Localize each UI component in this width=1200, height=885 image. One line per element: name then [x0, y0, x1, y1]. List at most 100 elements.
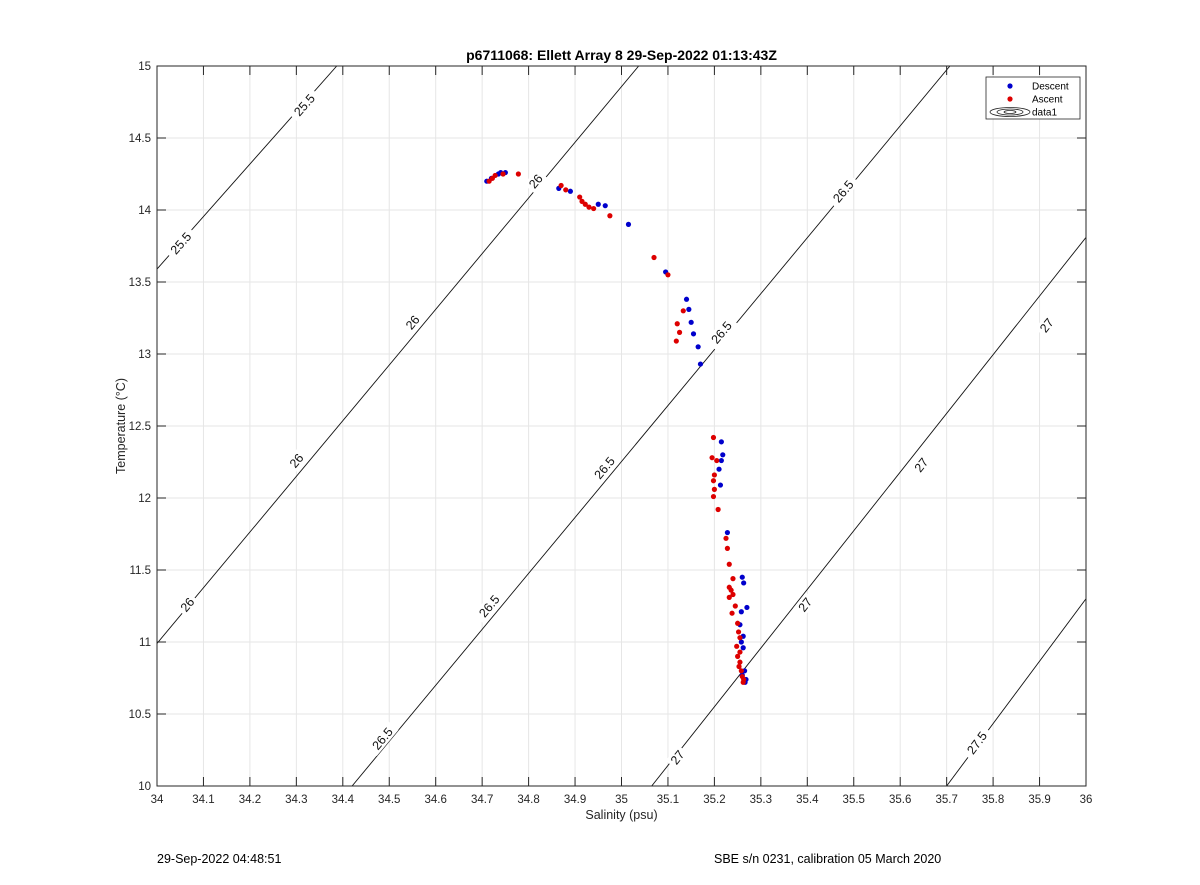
- footer-timestamp: 29-Sep-2022 04:48:51: [157, 852, 282, 866]
- contour-label-bg: [284, 448, 309, 473]
- x-tick-label: 35.4: [796, 794, 819, 806]
- contour-label-bg: [400, 310, 425, 335]
- contour-label: 26: [523, 169, 548, 194]
- legend-label-ascent: Ascent: [1032, 95, 1063, 106]
- data-point-descent: [720, 452, 726, 458]
- data-point-ascent: [607, 213, 613, 219]
- data-point-ascent: [728, 587, 734, 593]
- data-point-ascent: [711, 486, 718, 492]
- legend-label-descent: Descent: [1032, 82, 1069, 93]
- contour-label: 27: [793, 592, 817, 617]
- footer-calibration: SBE s/n 0231, calibration 05 March 2020: [714, 852, 942, 866]
- contour-label-text: 27: [668, 748, 688, 768]
- data-point-descent: [717, 482, 724, 488]
- contour-label: 26: [284, 448, 309, 473]
- data-point-ascent: [651, 254, 657, 261]
- data-point-ascent: [735, 620, 741, 626]
- data-point-descent: [741, 580, 747, 586]
- data-point-descent: [716, 466, 722, 472]
- data-point-ascent: [736, 663, 742, 670]
- data-point-ascent: [515, 171, 521, 177]
- legend-label-data1: data1: [1032, 108, 1057, 119]
- data-point-ascent: [492, 172, 498, 179]
- contour-label-text: 27: [1037, 316, 1057, 336]
- contour-label-bg: [175, 592, 199, 617]
- contour-label-text: 27: [912, 455, 932, 475]
- contour-label: 27: [665, 745, 689, 770]
- data-point-ascent: [710, 434, 717, 441]
- y-tick-label: 15: [138, 61, 151, 73]
- data-point-ascent: [558, 182, 564, 189]
- y-tick-label: 11: [139, 637, 151, 649]
- contour-label-bg: [705, 314, 738, 350]
- x-tick-label: 35: [615, 794, 628, 806]
- data-point-descent: [724, 529, 731, 536]
- y-tick-label: 14.5: [129, 133, 151, 145]
- data-point-ascent: [737, 649, 743, 655]
- data-point-ascent: [726, 561, 732, 567]
- data-point-descent: [718, 457, 724, 464]
- data-point-ascent: [715, 506, 721, 513]
- legend-marker-ascent: [1007, 96, 1013, 102]
- x-tick-label: 34.7: [471, 794, 493, 806]
- data-point-descent: [595, 201, 601, 207]
- data-point-ascent: [735, 653, 741, 660]
- data-point-ascent: [732, 603, 738, 609]
- legend-contour-icon-core: [1003, 110, 1017, 114]
- contour-label-bg: [665, 745, 689, 770]
- data-point-ascent: [674, 321, 680, 327]
- y-tick-label: 11.5: [129, 565, 151, 577]
- contour-label-bg: [909, 452, 933, 478]
- x-tick-label: 34.1: [192, 794, 214, 806]
- y-tick-label: 14: [138, 205, 151, 217]
- data-point-ascent: [710, 493, 717, 500]
- ticks: [156, 65, 1087, 787]
- x-tick-label: 34.3: [285, 794, 307, 806]
- data-point-descent: [690, 331, 697, 337]
- x-tick-label: 35.7: [935, 794, 957, 806]
- data-point-ascent: [735, 629, 742, 635]
- x-tick-label: 36: [1080, 794, 1093, 806]
- legend-marker-descent: [1007, 83, 1013, 89]
- legend-box: [985, 76, 1081, 120]
- data-point-ascent: [577, 194, 583, 200]
- data-point-ascent: [723, 535, 729, 541]
- data-point-ascent: [665, 272, 671, 278]
- data-point-ascent: [582, 201, 588, 207]
- data-point-ascent: [730, 591, 736, 598]
- x-tick-label: 34.9: [564, 794, 586, 806]
- y-axis-label: Temperature (°C): [114, 378, 128, 474]
- data-point-descent: [738, 639, 744, 645]
- contour-label-bg: [961, 724, 993, 761]
- data-point-ascent: [591, 205, 597, 212]
- x-tick-label: 35.5: [843, 794, 865, 806]
- data-point-descent: [686, 306, 692, 312]
- y-tick-label: 13.5: [129, 277, 151, 289]
- data-point-ascent: [724, 545, 731, 552]
- x-tick-label: 34.8: [517, 794, 539, 806]
- y-tick-label: 10.5: [129, 709, 151, 721]
- contour-label: 26: [400, 310, 425, 335]
- data-points: [484, 169, 750, 685]
- data-point-ascent: [500, 171, 506, 177]
- contour-label-bg: [366, 720, 399, 757]
- data-point-ascent: [676, 329, 683, 335]
- data-point-ascent: [711, 472, 718, 478]
- contour-line: [157, 66, 640, 644]
- data-point-descent: [739, 574, 745, 580]
- x-tick-label: 34.6: [425, 794, 447, 806]
- data-point-descent: [567, 188, 574, 194]
- x-tick-label: 34.4: [332, 794, 355, 806]
- contour-label-bg: [1034, 313, 1059, 338]
- data-point-ascent: [730, 576, 736, 582]
- x-tick-label: 35.2: [703, 794, 725, 806]
- chart-title: p6711068: Ellett Array 8 29-Sep-2022 01:…: [466, 47, 777, 63]
- data-point-ascent: [729, 610, 735, 616]
- contour-label-text: 27: [796, 595, 816, 615]
- data-point-descent: [602, 203, 608, 209]
- density-contours: 25.525.52626262626.526.526.526.526.52727…: [157, 66, 1086, 786]
- x-tick-label: 35.6: [889, 794, 911, 806]
- x-tick-label: 34.2: [239, 794, 261, 806]
- contour-label-bg: [588, 450, 621, 486]
